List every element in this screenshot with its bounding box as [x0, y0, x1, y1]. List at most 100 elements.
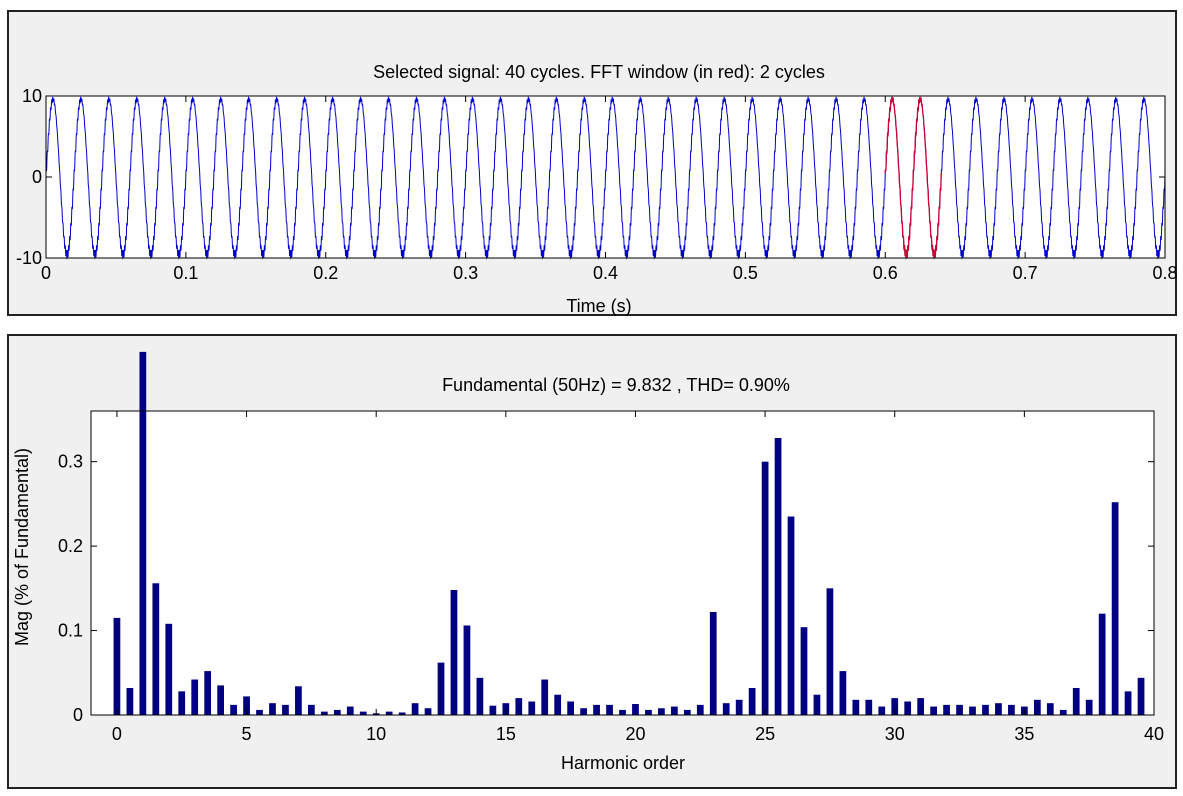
- fft-bar: [515, 698, 523, 715]
- signal-x-axis-label: Time (s): [566, 296, 631, 316]
- fft-bar: [748, 687, 756, 715]
- fft-bar: [1046, 703, 1054, 715]
- fft-bar: [320, 711, 328, 715]
- fft-bar: [956, 704, 963, 715]
- fft-bar: [308, 704, 315, 715]
- fft-bar: [139, 351, 147, 715]
- fft-panel: Fundamental (50Hz) = 9.832 , THD= 0.90% …: [7, 334, 1177, 789]
- fft-bar: [645, 709, 652, 715]
- fft-bar: [1072, 687, 1080, 715]
- fft-bar: [1124, 691, 1132, 715]
- fft-bar: [917, 698, 925, 715]
- signal-x-tick-label: 0.6: [873, 263, 898, 283]
- fft-bar: [852, 699, 860, 715]
- fft-x-tick-label: 35: [1014, 724, 1034, 744]
- signal-x-tick-label: 0: [41, 263, 51, 283]
- signal-x-tick-label: 0.8: [1152, 263, 1177, 283]
- fft-bar: [165, 623, 173, 715]
- fft-bar: [541, 679, 549, 715]
- fft-bar: [295, 686, 302, 715]
- signal-panel: Selected signal: 40 cycles. FFT window (…: [7, 10, 1178, 316]
- fft-bar: [243, 696, 250, 715]
- fft-bar: [437, 662, 445, 715]
- fft-bar: [217, 685, 224, 715]
- fft-bar: [282, 704, 289, 715]
- fft-bar: [359, 711, 367, 715]
- fft-bar: [567, 701, 575, 715]
- fft-x-tick-label: 0: [112, 724, 122, 744]
- signal-y-tick-label: -10: [16, 248, 42, 268]
- fft-bar: [982, 704, 989, 715]
- fft-bar: [1008, 704, 1015, 715]
- fft-bar: [398, 712, 406, 715]
- fft-bar: [826, 588, 834, 715]
- fft-bar: [178, 691, 186, 715]
- fft-bar: [1085, 699, 1093, 715]
- signal-x-tick-label: 0.4: [593, 263, 618, 283]
- fft-bar: [774, 438, 782, 715]
- fft-bar: [709, 611, 717, 715]
- fft-x-tick-label: 40: [1144, 724, 1164, 744]
- fft-bar: [761, 461, 769, 715]
- fft-bar: [450, 590, 458, 715]
- fft-bar: [1059, 709, 1067, 715]
- fft-chart: Fundamental (50Hz) = 9.832 , THD= 0.90% …: [12, 351, 1164, 773]
- fft-x-tick-label: 30: [885, 724, 905, 744]
- signal-y-tick-label: 0: [32, 167, 42, 187]
- fft-bar: [113, 617, 121, 715]
- fft-bar: [152, 583, 160, 715]
- fft-bar: [800, 627, 808, 715]
- fft-bar: [619, 709, 626, 715]
- fft-x-tick-label: 25: [755, 724, 775, 744]
- fft-y-tick-label: 0.1: [58, 621, 83, 641]
- fft-bar: [904, 701, 912, 715]
- fft-bar: [580, 708, 587, 715]
- fft-bar: [658, 708, 665, 715]
- signal-y-tick-label: 10: [22, 86, 42, 106]
- fft-bar: [683, 709, 691, 715]
- signal-chart: Selected signal: 40 cycles. FFT window (…: [16, 62, 1178, 316]
- fft-bar: [463, 625, 471, 715]
- fft-bar: [722, 703, 730, 715]
- signal-x-tick-label: 0.7: [1013, 263, 1038, 283]
- fft-bar: [385, 711, 393, 715]
- fft-bar: [696, 704, 704, 715]
- fft-bar: [126, 687, 134, 715]
- fft-bar: [1033, 699, 1041, 715]
- fft-bar: [943, 704, 950, 715]
- fft-bar: [787, 516, 795, 715]
- fft-bar: [813, 694, 821, 715]
- fft-bar: [346, 706, 354, 715]
- signal-series-line: [45, 96, 1166, 260]
- fft-bar: [191, 679, 199, 715]
- fft-x-tick-label: 15: [496, 724, 516, 744]
- fft-bar: [865, 699, 873, 715]
- fft-bar: [1111, 502, 1119, 715]
- fft-bar: [230, 704, 237, 715]
- fft-bar: [204, 671, 212, 715]
- fft-bar: [554, 694, 562, 715]
- fft-plot-frame: [90, 410, 1155, 716]
- fft-bar: [411, 703, 419, 715]
- fft-chart-title: Fundamental (50Hz) = 9.832 , THD= 0.90%: [442, 375, 790, 395]
- fft-bar: [1098, 613, 1106, 715]
- fft-bar: [1137, 677, 1145, 715]
- fft-bar: [995, 703, 1002, 715]
- fft-y-axis-label: Mag (% of Fundamental): [12, 448, 32, 646]
- fft-bar: [735, 699, 743, 715]
- fft-bar: [333, 709, 341, 715]
- fft-bar: [256, 709, 263, 715]
- fft-x-tick-label: 5: [242, 724, 252, 744]
- fft-plot-area: [91, 411, 1154, 715]
- fft-bar: [528, 701, 536, 715]
- fft-bar: [489, 705, 497, 715]
- fft-bar: [670, 706, 678, 715]
- signal-chart-title: Selected signal: 40 cycles. FFT window (…: [373, 62, 825, 82]
- signal-x-tick-label: 0.1: [173, 263, 198, 283]
- fft-bar: [269, 703, 276, 715]
- fft-y-tick-label: 0: [73, 705, 83, 725]
- signal-x-tick-label: 0.3: [453, 263, 478, 283]
- fft-x-tick-label: 10: [366, 724, 386, 744]
- fft-bar: [424, 708, 432, 715]
- fft-bar: [969, 706, 976, 715]
